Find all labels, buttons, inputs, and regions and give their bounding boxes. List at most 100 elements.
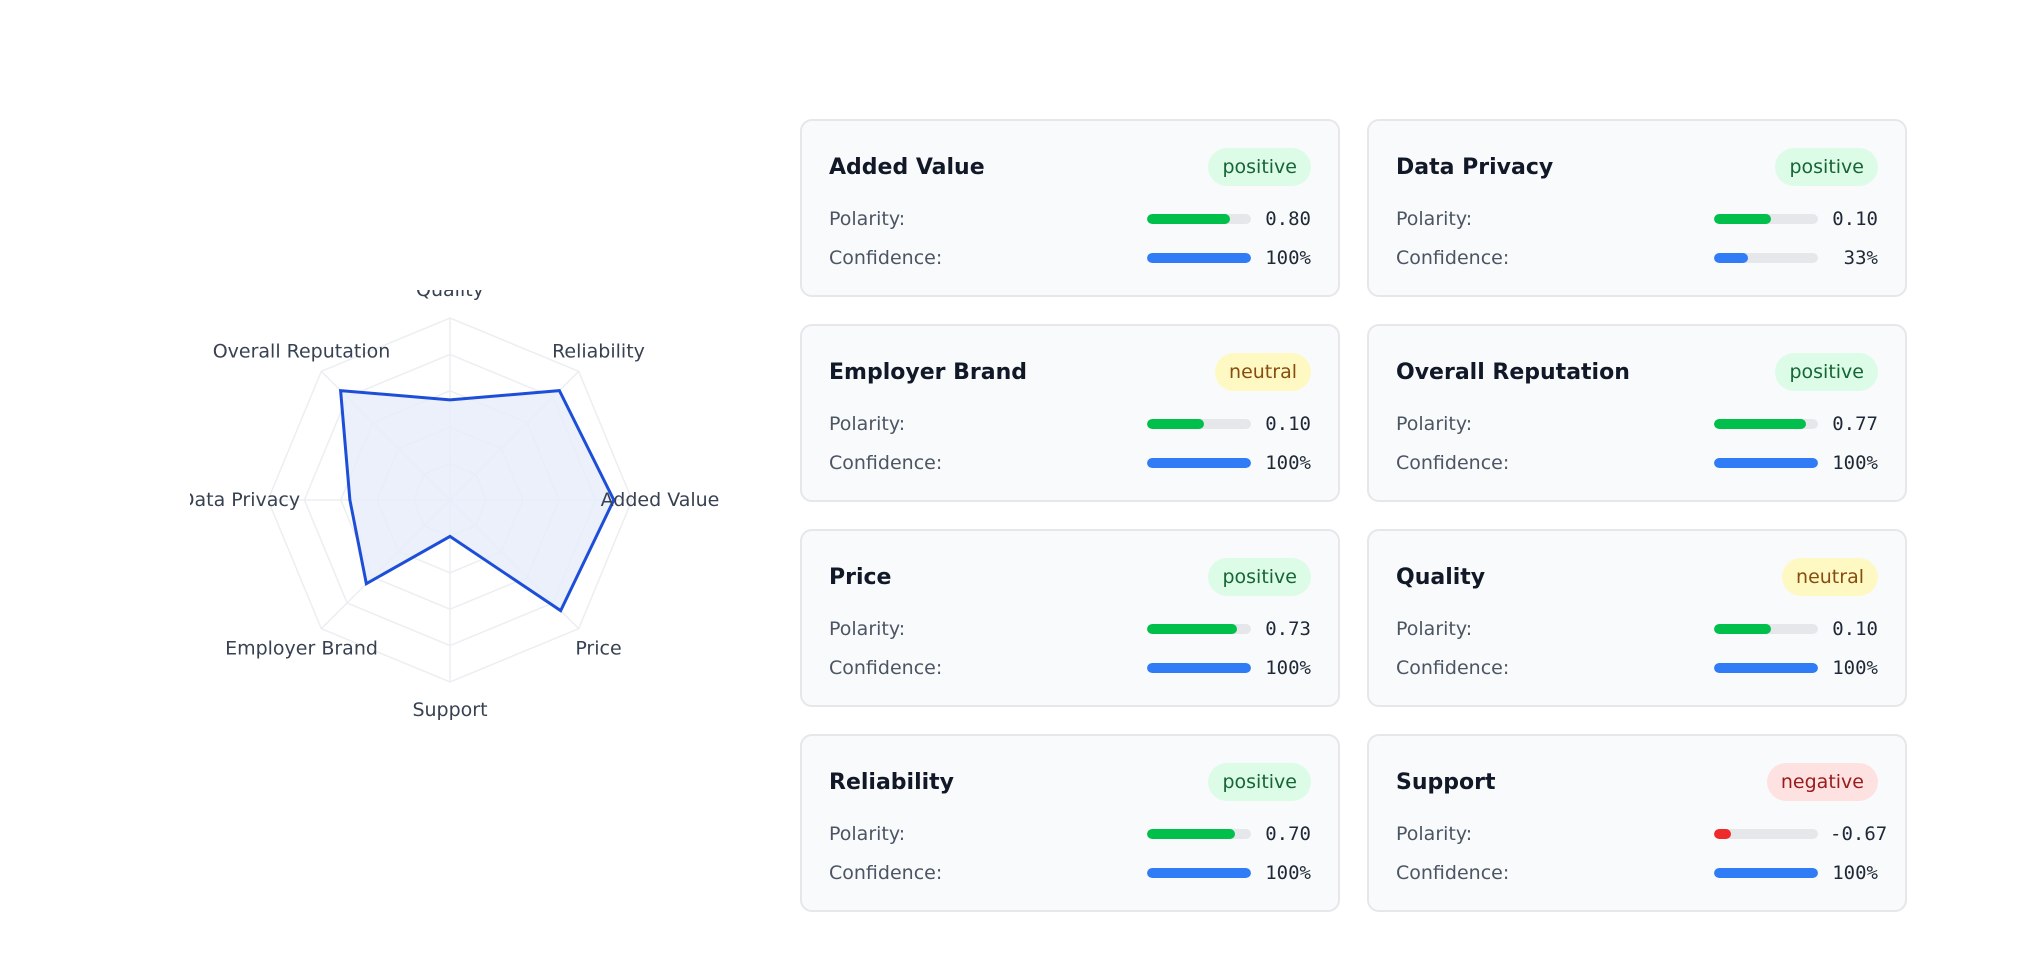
sentiment-badge: positive xyxy=(1208,148,1311,186)
confidence-row: Confidence: 100% xyxy=(829,443,1311,482)
confidence-fill xyxy=(1147,457,1251,468)
confidence-bar xyxy=(1147,867,1251,878)
polarity-row: Polarity: 0.73 xyxy=(829,609,1311,648)
confidence-label: Confidence: xyxy=(829,861,943,884)
polarity-bar xyxy=(1147,418,1251,429)
polarity-value: 0.10 xyxy=(1832,617,1878,640)
sentiment-badge: positive xyxy=(1208,763,1311,801)
polarity-label: Polarity: xyxy=(829,617,906,640)
confidence-bar xyxy=(1714,252,1818,263)
polarity-fill xyxy=(1147,623,1237,634)
aspect-title: Added Value xyxy=(829,154,985,180)
aspect-title: Support xyxy=(1396,769,1496,795)
polarity-value: 0.73 xyxy=(1265,617,1311,640)
radar-axis-label: Support xyxy=(412,699,487,721)
confidence-bar xyxy=(1714,662,1818,673)
aspect-card: Reliability positive Polarity: 0.70 Conf… xyxy=(800,734,1340,912)
aspect-title: Quality xyxy=(1396,564,1486,590)
confidence-bar xyxy=(1714,867,1818,878)
radar-axis-label: Reliability xyxy=(552,341,645,363)
aspect-title: Data Privacy xyxy=(1396,154,1554,180)
polarity-label: Polarity: xyxy=(1396,207,1473,230)
radar-axis-label: Price xyxy=(575,637,621,659)
polarity-row: Polarity: -0.67 xyxy=(1396,814,1887,853)
polarity-row: Polarity: 0.10 xyxy=(1396,609,1878,648)
confidence-value: 100% xyxy=(1265,246,1311,269)
polarity-label: Polarity: xyxy=(1396,822,1473,845)
confidence-fill xyxy=(1714,867,1818,878)
polarity-fill xyxy=(1147,213,1231,224)
confidence-bar xyxy=(1147,457,1251,468)
polarity-bar xyxy=(1147,828,1251,839)
confidence-label: Confidence: xyxy=(1396,861,1510,884)
confidence-value: 100% xyxy=(1832,861,1878,884)
sentiment-badge: neutral xyxy=(1782,558,1878,596)
polarity-value: 0.77 xyxy=(1832,412,1878,435)
polarity-row: Polarity: 0.10 xyxy=(1396,199,1878,238)
aspect-card: Price positive Polarity: 0.73 Confidence… xyxy=(800,529,1340,707)
confidence-value: 100% xyxy=(1832,451,1878,474)
polarity-value: 0.10 xyxy=(1265,412,1311,435)
confidence-row: Confidence: 100% xyxy=(829,648,1311,687)
confidence-label: Confidence: xyxy=(1396,656,1510,679)
radar-axis-label: Data Privacy xyxy=(190,489,300,511)
confidence-value: 100% xyxy=(1265,451,1311,474)
polarity-fill xyxy=(1714,418,1807,429)
confidence-value: 100% xyxy=(1265,656,1311,679)
confidence-fill xyxy=(1147,867,1251,878)
sentiment-badge: neutral xyxy=(1215,353,1311,391)
radar-series-polygon xyxy=(338,388,616,613)
confidence-bar xyxy=(1147,252,1251,263)
aspect-card: Quality neutral Polarity: 0.10 Confidenc… xyxy=(1367,529,1907,707)
confidence-row: Confidence: 33% xyxy=(1396,238,1878,277)
aspect-title: Overall Reputation xyxy=(1396,359,1630,385)
confidence-value: 33% xyxy=(1843,246,1878,269)
polarity-bar xyxy=(1714,213,1818,224)
sentiment-badge: positive xyxy=(1775,148,1878,186)
sentiment-badge: negative xyxy=(1766,763,1878,801)
confidence-row: Confidence: 100% xyxy=(1396,443,1878,482)
confidence-bar xyxy=(1714,457,1818,468)
polarity-row: Polarity: 0.10 xyxy=(829,404,1311,443)
radar-chart: Quality Reliability Added Value Price Suppor… xyxy=(190,290,730,760)
aspect-card: Employer Brand neutral Polarity: 0.10 Co… xyxy=(800,324,1340,502)
confidence-fill xyxy=(1714,252,1749,263)
confidence-fill xyxy=(1714,662,1818,673)
confidence-row: Confidence: 100% xyxy=(1396,853,1878,892)
confidence-row: Confidence: 100% xyxy=(829,238,1311,277)
polarity-label: Polarity: xyxy=(829,207,906,230)
polarity-bar xyxy=(1714,418,1818,429)
radar-svg: Quality Reliability Added Value Price Suppor… xyxy=(190,290,720,721)
confidence-label: Confidence: xyxy=(829,451,943,474)
aspect-title: Reliability xyxy=(829,769,955,795)
confidence-label: Confidence: xyxy=(1396,246,1510,269)
confidence-value: 100% xyxy=(1832,656,1878,679)
polarity-bar xyxy=(1147,623,1251,634)
aspect-cards-grid: Added Value positive Polarity: 0.80 Conf… xyxy=(800,119,1907,912)
polarity-bar xyxy=(1714,828,1818,839)
polarity-label: Polarity: xyxy=(1396,617,1473,640)
confidence-row: Confidence: 100% xyxy=(829,853,1311,892)
polarity-bar xyxy=(1147,213,1251,224)
confidence-label: Confidence: xyxy=(1396,451,1510,474)
polarity-fill xyxy=(1147,828,1236,839)
polarity-row: Polarity: 0.80 xyxy=(829,199,1311,238)
polarity-value: 0.70 xyxy=(1265,822,1311,845)
radar-axis-label: Employer Brand xyxy=(225,637,378,659)
aspect-card: Overall Reputation positive Polarity: 0.… xyxy=(1367,324,1907,502)
confidence-value: 100% xyxy=(1265,861,1311,884)
aspect-card: Added Value positive Polarity: 0.80 Conf… xyxy=(800,119,1340,297)
confidence-fill xyxy=(1147,662,1251,673)
polarity-value: 0.10 xyxy=(1832,207,1878,230)
confidence-row: Confidence: 100% xyxy=(1396,648,1878,687)
polarity-fill xyxy=(1714,213,1772,224)
sentiment-badge: positive xyxy=(1208,558,1311,596)
confidence-label: Confidence: xyxy=(829,656,943,679)
polarity-fill xyxy=(1714,623,1772,634)
polarity-label: Polarity: xyxy=(1396,412,1473,435)
confidence-bar xyxy=(1147,662,1251,673)
radar-axis-label: Overall Reputation xyxy=(213,341,391,363)
polarity-fill xyxy=(1147,418,1205,429)
radar-axis-label: Added Value xyxy=(601,489,720,511)
polarity-value: 0.80 xyxy=(1265,207,1311,230)
